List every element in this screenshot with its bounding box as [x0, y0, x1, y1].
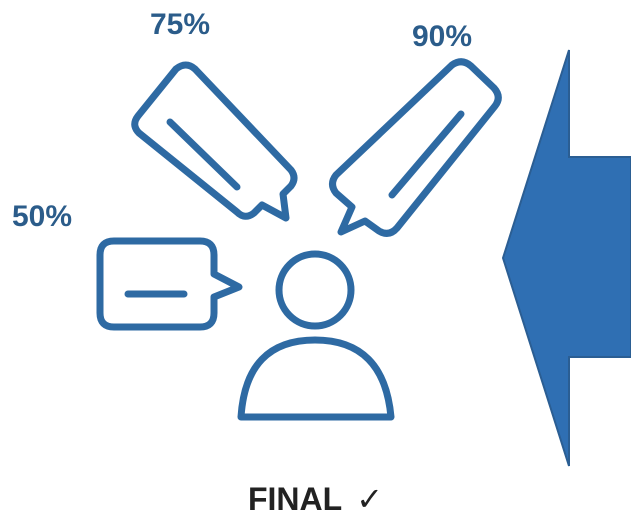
speech-bubble-50-icon: [96, 237, 243, 331]
percent-label-50: 50%: [12, 200, 73, 233]
left-arrow-shape: [501, 49, 631, 467]
percent-label-75: 75%: [150, 8, 211, 41]
speech-bubble-75-icon: [131, 61, 298, 222]
checkmark-icon: ✓: [356, 481, 383, 517]
speech-bubble-90-icon: [329, 58, 502, 237]
final-label: FINAL: [247, 481, 343, 517]
person-head: [275, 250, 355, 330]
person-icon: [237, 250, 395, 421]
person-body: [237, 336, 395, 421]
final-caption: FINAL ✓: [0, 483, 631, 515]
percent-label-90: 90%: [412, 20, 473, 53]
